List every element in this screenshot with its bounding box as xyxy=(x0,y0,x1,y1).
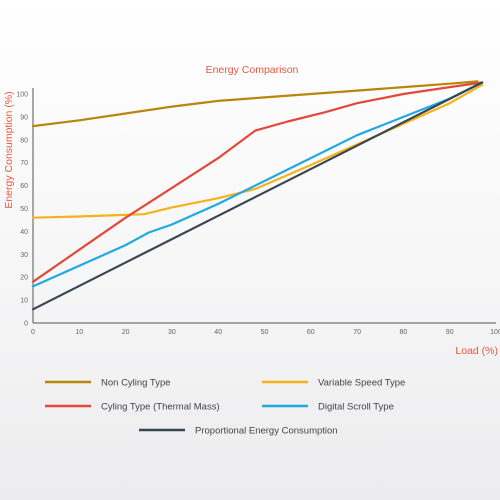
legend-label-5: Proportional Energy Consumption xyxy=(195,426,338,437)
y-axis-label: Energy Consumption (%) xyxy=(3,91,15,208)
x-tick-label: 50 xyxy=(261,329,269,336)
x-tick-label: 20 xyxy=(122,329,130,336)
x-tick-label: 60 xyxy=(307,329,315,336)
chart-title: Energy Comparison xyxy=(206,64,299,76)
legend-label-3: Cyling Type (Thermal Mass) xyxy=(101,402,220,413)
x-tick-label: 40 xyxy=(214,329,222,336)
legend-label-4: Digital Scroll Type xyxy=(318,402,394,413)
x-tick-label: 30 xyxy=(168,329,176,336)
legend-label-2: Variable Speed Type xyxy=(318,378,405,389)
y-tick-label: 40 xyxy=(20,229,28,236)
series-line-1 xyxy=(31,80,479,128)
x-tick-label: 10 xyxy=(75,329,83,336)
x-tick-label: 90 xyxy=(446,329,454,336)
legend: Non Cyling Type Variable Speed Type Cyling… xyxy=(45,378,405,437)
x-tick-label: 80 xyxy=(400,329,408,336)
x-tick-label: 100 xyxy=(490,329,500,336)
series-line-5 xyxy=(31,81,484,311)
y-tick-label: 60 xyxy=(20,183,28,190)
y-tick-label: 10 xyxy=(20,298,28,305)
y-tick-label: 0 xyxy=(24,321,28,328)
x-tick-label: 0 xyxy=(31,329,35,336)
series-lines xyxy=(31,80,484,311)
legend-label-1: Non Cyling Type xyxy=(101,378,171,389)
y-tick-label: 90 xyxy=(20,114,28,121)
axes xyxy=(32,88,496,324)
tick-labels: 0 10 20 30 40 50 60 70 80 90 100 0 10 20 30 40 50 60 70 80 9… xyxy=(16,92,500,337)
y-tick-label: 30 xyxy=(20,252,28,259)
y-tick-label: 70 xyxy=(20,160,28,167)
series-line-2 xyxy=(31,83,484,219)
y-tick-label: 20 xyxy=(20,275,28,282)
y-tick-label: 50 xyxy=(20,206,28,213)
y-tick-label: 80 xyxy=(20,137,28,144)
x-tick-label: 70 xyxy=(353,329,361,336)
y-tick-label: 100 xyxy=(16,92,28,99)
x-axis-label: Load (%) xyxy=(455,345,498,357)
series-line-4 xyxy=(31,81,484,288)
series-line-3 xyxy=(31,81,484,283)
